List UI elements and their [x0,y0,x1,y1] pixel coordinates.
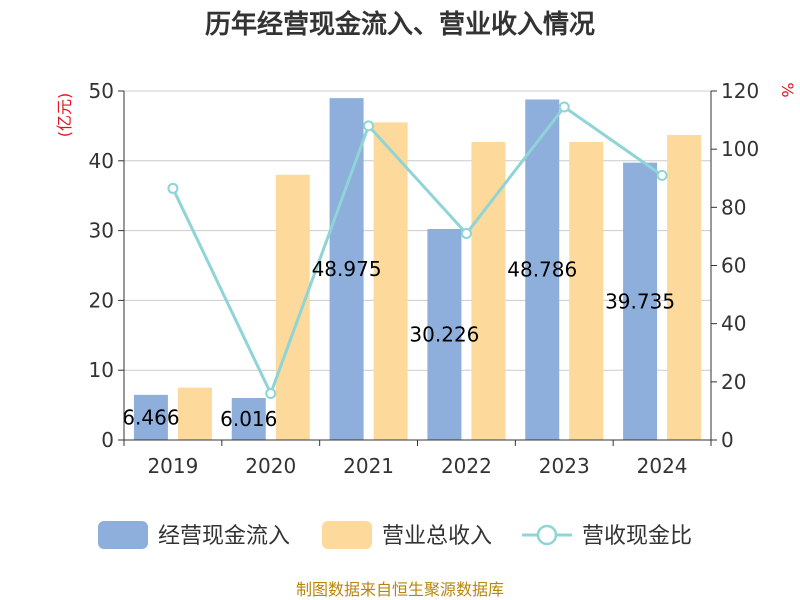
right-tick-label: 80 [721,195,746,219]
x-tick-label: 2023 [539,454,590,478]
right-tick-label: 40 [721,312,746,336]
axes: 0 10 20 30 40 50 0 20 40 60 80 100 120 2019 2020 2021 20… [89,79,760,478]
left-tick-label: 50 [89,79,114,103]
right-axis-unit: % [778,82,797,97]
ratio-line [167,101,668,399]
bar-cash-inflow [231,398,266,440]
bar-cash-inflow [133,394,168,440]
x-tick-label: 2022 [441,454,492,478]
right-tick-label: 0 [721,428,734,452]
bar-revenue [667,134,702,440]
ratio-point [558,101,570,113]
data-label: 48.975 [312,257,382,281]
ratio-point [363,120,375,132]
source-note: 制图数据来自恒生聚源数据库 [296,580,504,599]
chart-title: 历年经营现金流入、营业收入情况 [205,9,595,40]
left-axis-unit: (亿元) [55,93,74,138]
bar-revenue [275,174,310,440]
ratio-point [460,228,472,240]
left-tick-label: 10 [89,358,114,382]
left-tick-label: 40 [89,149,114,173]
legend: 经营现金流入 营业总收入 营收现金比 [98,521,692,549]
data-label: 39.735 [605,289,675,313]
legend-marker [536,524,558,546]
legend-label: 经营现金流入 [158,524,290,549]
x-tick-label: 2021 [343,454,394,478]
bar-cash-inflow [427,229,462,440]
bar-revenue [177,387,212,440]
ratio-point [265,387,277,399]
bar-revenue [373,122,408,440]
gridlines [124,90,711,371]
ratio-point [656,169,668,181]
ratio-point [167,182,179,194]
legend-label: 营收现金比 [582,524,692,549]
left-tick-label: 0 [101,428,114,452]
data-label: 6.466 [122,405,179,429]
ratio-line-path [171,104,663,398]
bar-revenue [471,141,506,441]
left-tick-label: 20 [89,288,114,312]
data-label: 48.786 [507,258,577,282]
data-labels: 6.466 6.016 48.975 30.226 48.786 39.735 [122,257,675,431]
legend-label: 营业总收入 [382,524,492,549]
bar-revenue [569,141,604,441]
legend-swatch [98,521,148,549]
data-label: 6.016 [220,407,277,431]
right-tick-label: 120 [721,79,759,103]
bar-cash-inflow [525,99,560,440]
right-tick-label: 60 [721,254,746,278]
x-tick-label: 2024 [637,454,688,478]
x-tick-label: 2019 [147,454,198,478]
left-tick-label: 30 [89,219,114,243]
bars [133,98,702,441]
data-label: 30.226 [409,323,479,347]
right-tick-label: 20 [721,370,746,394]
legend-swatch [322,521,372,549]
bar-cash-inflow [623,162,658,440]
right-tick-label: 100 [721,137,759,161]
x-tick-label: 2020 [245,454,296,478]
